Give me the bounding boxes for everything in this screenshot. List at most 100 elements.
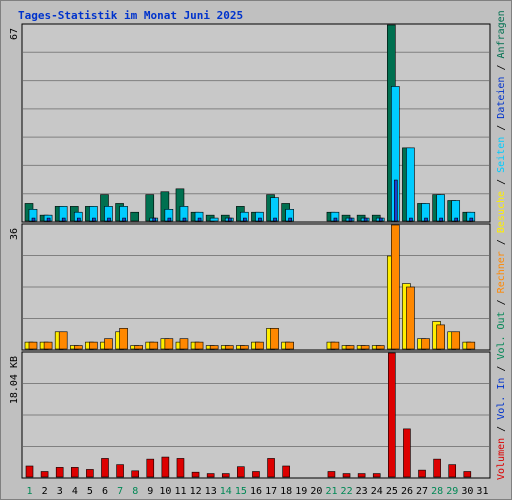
right-legend-segment: Vol. Out: [496, 311, 507, 359]
bar-volumen-day-18: [282, 465, 290, 478]
bar-rechner-day-13: [209, 345, 219, 350]
bar-seiten-day-4: [76, 217, 81, 222]
right-legend-segment: Anfragen: [496, 10, 507, 58]
bar-rechner-day-2: [43, 341, 53, 350]
x-tick-label-day-30: 30: [461, 486, 473, 497]
x-tick-label-day-1: 1: [27, 486, 33, 497]
bar-rechner-day-30: [466, 341, 476, 350]
bar-volumen-day-22: [342, 473, 351, 478]
bar-seiten-day-29: [454, 217, 459, 222]
x-tick-label-day-3: 3: [57, 486, 63, 497]
x-tick-label-day-27: 27: [416, 486, 428, 497]
bar-volumen-day-28: [433, 458, 441, 478]
right-legend-label: Volumen / Vol. In / Vol. Out / Rechner /…: [496, 10, 507, 480]
bar-rechner-day-28: [436, 324, 445, 350]
bar-dateien-day-17: [270, 197, 279, 222]
bar-dateien-day-28: [436, 194, 445, 222]
x-tick-label-day-7: 7: [117, 486, 123, 497]
x-tick-label-day-31: 31: [476, 486, 488, 497]
bar-seiten-day-28: [439, 217, 443, 222]
x-tick-label-day-25: 25: [386, 486, 398, 497]
bar-volumen-day-1: [25, 465, 34, 478]
bar-seiten-day-23: [363, 217, 368, 222]
bar-volumen-day-2: [40, 471, 49, 478]
bar-rechner-day-26: [406, 286, 415, 350]
bar-rechner-day-21: [330, 341, 340, 350]
bar-rechner-day-27: [421, 338, 430, 350]
x-tick-label-day-23: 23: [356, 486, 368, 497]
bar-volumen-day-10: [161, 456, 170, 478]
x-tick-label-day-21: 21: [325, 486, 337, 497]
bar-rechner-day-4: [73, 345, 83, 350]
bar-seiten-day-15: [243, 217, 247, 222]
bar-rechner-day-6: [104, 338, 113, 350]
bar-rechner-day-10: [164, 338, 174, 350]
x-tick-label-day-29: 29: [446, 486, 458, 497]
right-legend-segment: Rechner: [496, 251, 507, 293]
y-axis-max-label: 67: [9, 28, 20, 40]
bar-seiten-day-2: [46, 217, 51, 222]
x-tick-label-day-22: 22: [341, 486, 353, 497]
bar-seiten-day-21: [333, 217, 338, 222]
bar-seiten-day-1: [31, 217, 36, 222]
bar-rechner-day-11: [179, 338, 189, 350]
bar-rechner-day-25: [391, 224, 400, 350]
bar-volumen-day-11: [176, 458, 185, 478]
right-legend-segment: Seiten: [496, 137, 507, 173]
x-tick-label-day-15: 15: [235, 486, 247, 497]
bar-volumen-day-27: [418, 469, 426, 478]
bar-rechner-day-12: [194, 341, 204, 350]
bar-rechner-day-17: [270, 328, 279, 350]
bar-rechner-day-15: [240, 345, 249, 350]
bar-volumen-day-15: [237, 466, 245, 478]
bar-seiten-day-7: [122, 217, 126, 222]
bar-rechner-day-9: [149, 341, 159, 350]
bar-volumen-day-17: [267, 458, 275, 478]
bar-rechner-day-22: [345, 345, 355, 350]
bar-volumen-day-12: [191, 471, 200, 478]
bar-seiten-day-24: [378, 217, 383, 222]
bar-rechner-day-29: [451, 331, 461, 350]
bar-volumen-day-7: [116, 464, 124, 478]
bar-seiten-day-5: [92, 217, 96, 222]
bar-volumen-day-16: [252, 471, 260, 478]
right-legend-segment: Besuche: [496, 191, 507, 233]
x-tick-label-day-9: 9: [147, 486, 153, 497]
right-legend-segment: Dateien: [496, 77, 507, 119]
right-legend-segment: /: [496, 420, 507, 438]
chart-title: Tages-Statistik im Monat Juni 2025: [18, 9, 243, 22]
bar-seiten-day-10: [167, 217, 172, 222]
x-tick-label-day-17: 17: [265, 486, 277, 497]
bar-rechner-day-1: [28, 341, 38, 350]
x-tick-label-day-5: 5: [87, 486, 93, 497]
bar-volumen-day-24: [372, 473, 381, 478]
bar-rechner-day-8: [134, 345, 143, 350]
bar-rechner-day-18: [285, 341, 294, 350]
bar-volumen-day-21: [327, 471, 336, 478]
bar-rechner-day-3: [58, 331, 68, 350]
bar-seiten-day-25: [394, 179, 398, 222]
bar-volumen-day-5: [86, 469, 94, 478]
y-axis-max-label: 36: [9, 228, 20, 240]
bar-seiten-day-26: [409, 217, 413, 222]
bar-volumen-day-23: [357, 473, 366, 478]
bar-seiten-day-12: [197, 217, 202, 222]
bar-volumen-day-30: [463, 471, 472, 478]
x-tick-label-day-6: 6: [102, 486, 108, 497]
right-legend-segment: /: [496, 293, 507, 311]
bar-seiten-day-14: [227, 217, 232, 222]
bar-seiten-day-3: [61, 217, 66, 222]
x-tick-label-day-2: 2: [42, 486, 48, 497]
right-legend-segment: /: [496, 360, 507, 378]
x-tick-label-day-4: 4: [72, 486, 78, 497]
right-legend-segment: /: [496, 173, 507, 191]
bar-volumen-day-3: [55, 467, 64, 478]
x-tick-label-day-8: 8: [132, 486, 138, 497]
bar-seiten-day-11: [182, 217, 187, 222]
bar-seiten-day-27: [424, 217, 428, 222]
right-legend-segment: /: [496, 58, 507, 76]
bar-volumen-day-26: [403, 428, 411, 478]
bar-dateien-day-13: [209, 217, 219, 222]
